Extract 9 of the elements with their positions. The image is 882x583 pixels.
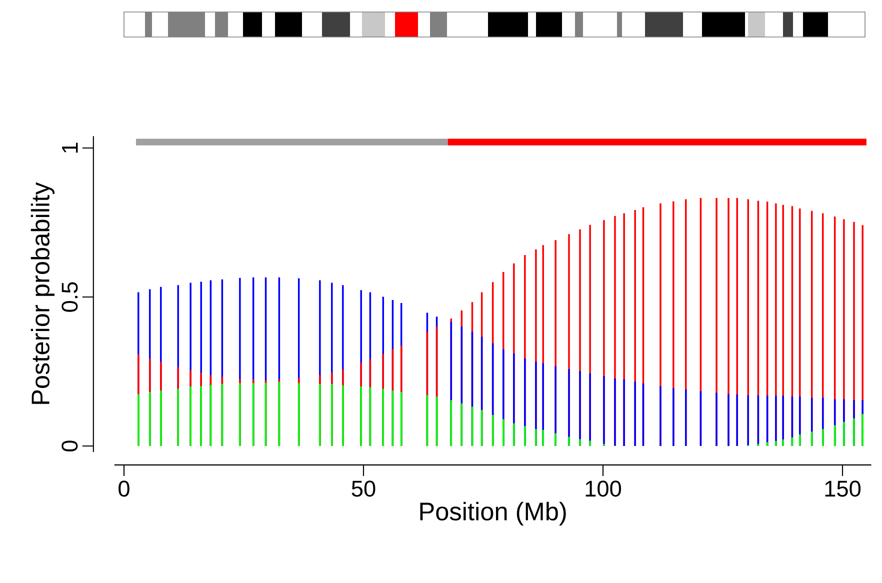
y-axis-title: Posterior probability xyxy=(30,182,54,404)
y-tick-label: 0.5 xyxy=(62,282,78,312)
x-tick-label: 0 xyxy=(118,480,130,497)
x-tick-label: 100 xyxy=(586,480,622,497)
y-tick-label: 0 xyxy=(62,440,78,452)
x-tick-label: 150 xyxy=(825,480,861,497)
y-tick-label: 1 xyxy=(62,142,78,153)
x-tick-label: 50 xyxy=(352,480,376,497)
x-axis-title: Position (Mb) xyxy=(420,502,566,526)
